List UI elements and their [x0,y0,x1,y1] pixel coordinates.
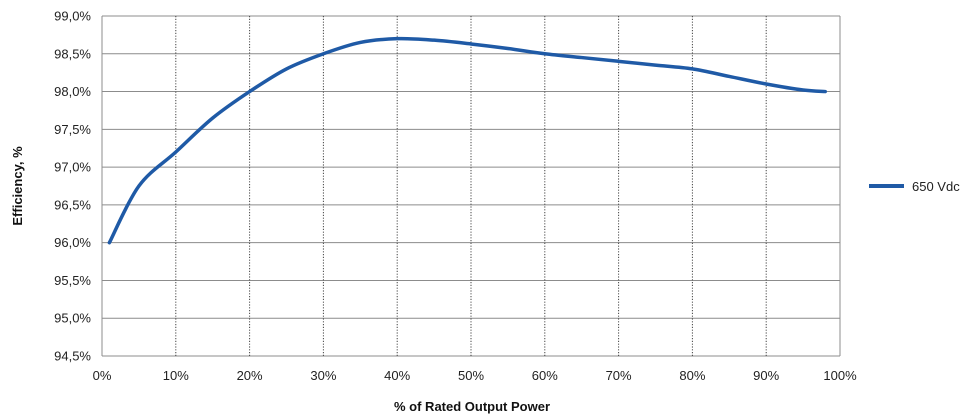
series-line [107,36,827,245]
x-tick-label: 50% [458,368,484,383]
y-tick-label: 98,5% [54,46,91,61]
x-tick-label: 100% [823,368,857,383]
y-tick-label: 96,0% [54,235,91,250]
legend: 650 Vdc [869,179,960,194]
legend-label: 650 Vdc [912,179,960,194]
x-tick-label: 80% [679,368,705,383]
y-tick-label: 97,5% [54,122,91,137]
tick-labels: 94,5% 95,0% 95,5% 96,0% 96,5% 97,0% 97,5% 98,0%… [54,9,857,384]
x-tick-label: 70% [606,368,632,383]
y-tick-label: 95,5% [54,273,91,288]
x-tick-label: 0% [93,368,112,383]
grid [101,15,841,357]
y-tick-label: 94,5% [54,349,91,364]
x-tick-label: 40% [384,368,410,383]
y-axis-title: Efficiency, % [10,146,25,226]
x-tick-label: 30% [310,368,336,383]
x-tick-label: 10% [163,368,189,383]
x-tick-label: 60% [532,368,558,383]
y-tick-label: 95,0% [54,311,91,326]
series [107,36,827,245]
y-tick-label: 98,0% [54,84,91,99]
y-tick-label: 96,5% [54,197,91,212]
x-tick-label: 90% [753,368,779,383]
x-tick-label: 20% [237,368,263,383]
x-axis-title: % of Rated Output Power [394,399,550,414]
y-tick-label: 99,0% [54,9,91,24]
y-tick-label: 97,0% [54,160,91,175]
